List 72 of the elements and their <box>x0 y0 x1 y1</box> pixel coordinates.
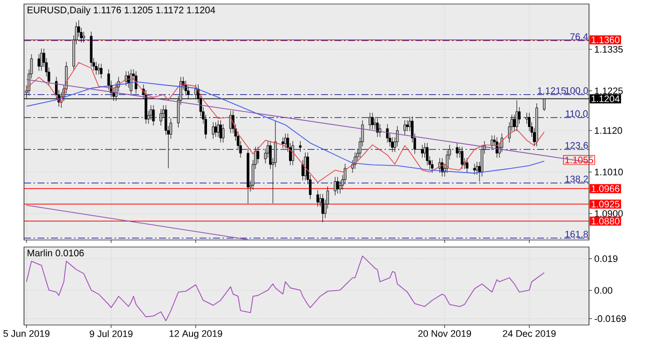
candlestick <box>321 194 324 222</box>
candlestick <box>292 140 294 166</box>
y-tick-label: 1.1120 <box>594 127 622 134</box>
y-tick-label: 0.019 <box>594 255 618 262</box>
candlestick <box>212 122 214 140</box>
candlestick <box>354 152 356 170</box>
candlestick <box>376 118 379 138</box>
candlestick <box>426 142 429 166</box>
ref-line-label: 1.1360 <box>592 36 620 44</box>
annotation: 161.8 <box>565 230 588 238</box>
candlestick <box>130 69 132 96</box>
candlestick <box>420 144 424 158</box>
candlestick <box>94 62 98 75</box>
candlestick <box>518 106 521 124</box>
candlestick <box>160 108 162 126</box>
candlestick <box>460 146 464 170</box>
candlestick <box>404 120 406 136</box>
chart-title: Marlin 0.0106 <box>28 249 84 256</box>
y-tick-label: -0.0169 <box>594 315 626 322</box>
ref-line-label: 1.1204 <box>592 95 620 102</box>
candlestick <box>282 137 284 148</box>
annotation: 76.4 <box>570 33 588 40</box>
candlestick <box>316 190 320 208</box>
chart-title: EURUSD,Daily 1.1176 1.1205 1.1172 1.1204 <box>28 6 216 16</box>
candlestick <box>214 122 217 138</box>
candlestick <box>386 124 389 143</box>
candlestick <box>219 120 222 143</box>
candlestick <box>304 152 307 181</box>
annotation: 123.6 <box>565 142 588 149</box>
x-tick-label: 24 Dec 2019 <box>502 330 556 337</box>
candlestick <box>456 142 458 158</box>
candlestick <box>82 31 86 43</box>
candlestick <box>513 114 516 132</box>
candlestick <box>97 63 100 75</box>
candlestick <box>423 142 426 158</box>
y-tick-label: 0.00 <box>594 287 612 294</box>
ref-line-label: 1.0880 <box>592 218 620 224</box>
candlestick <box>371 112 374 130</box>
ref-line-label: 1.0925 <box>592 200 620 208</box>
x-tick-label: 5 Jun 2019 <box>3 330 50 337</box>
candlestick <box>430 160 434 174</box>
candlestick <box>490 135 494 150</box>
candlestick <box>229 110 232 134</box>
x-tick-label: 9 Jul 2019 <box>90 330 132 338</box>
annotation: 138.2 <box>565 176 588 182</box>
candlestick <box>284 133 287 148</box>
candlestick <box>391 137 394 152</box>
annotation: 1.1215 <box>538 87 566 94</box>
candlestick <box>100 63 102 79</box>
candlestick <box>298 140 302 152</box>
line-series <box>26 256 545 322</box>
candlestick <box>336 176 339 194</box>
annotation: 110.0 <box>566 110 588 118</box>
candlestick <box>525 112 528 124</box>
y-tick-label: 1.1335 <box>594 46 623 53</box>
y-tick-label: 1.1010 <box>594 168 623 176</box>
annotation: 100.0 <box>565 87 588 94</box>
candlestick <box>216 120 220 138</box>
candlestick <box>466 158 468 174</box>
candlestick <box>334 176 336 196</box>
y-tick-label: 1.1225 <box>594 87 623 94</box>
candlestick <box>152 104 155 126</box>
y-tick-label: 1.0900 <box>594 210 623 217</box>
candlestick <box>222 124 224 143</box>
candlestick <box>301 160 304 181</box>
x-tick-label: 12 Aug 2019 <box>170 330 222 339</box>
candlestick <box>134 70 138 94</box>
candlestick <box>473 163 476 175</box>
candlestick <box>406 120 409 132</box>
x-tick-label: 20 Nov 2019 <box>418 330 472 337</box>
candlestick <box>368 112 372 130</box>
ref-line-label: 1.0966 <box>592 185 620 192</box>
